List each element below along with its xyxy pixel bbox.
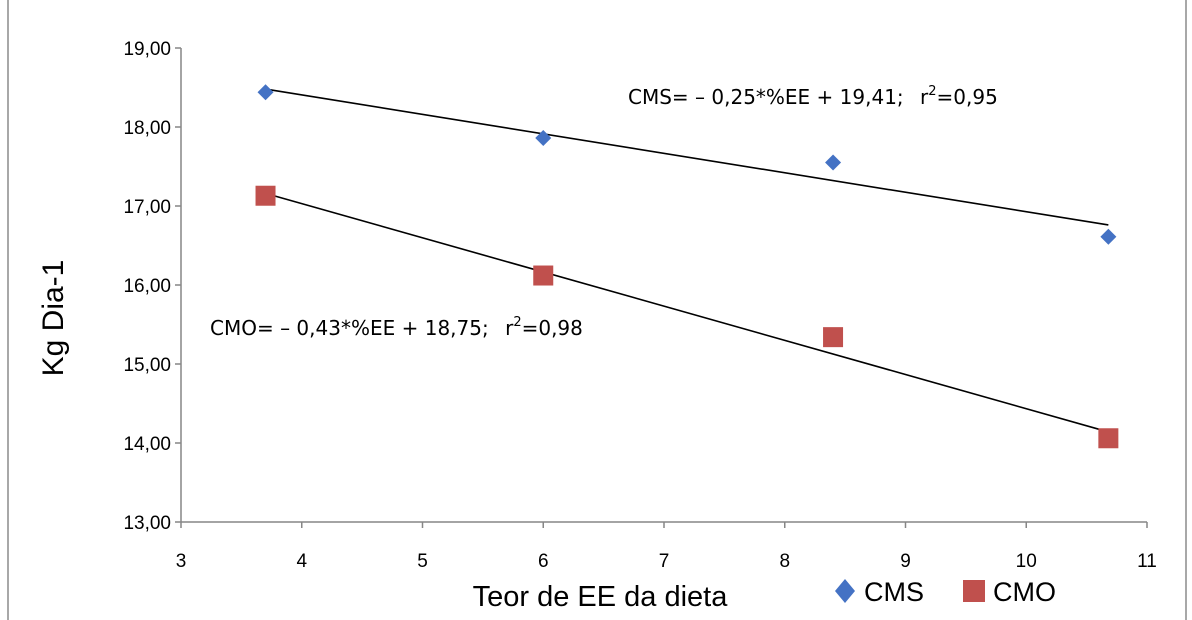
legend-label-cmo: CMO xyxy=(993,577,1056,607)
x-tick-label: 3 xyxy=(176,551,187,572)
cms-equation-annotation: CMS= – 0,25*%EE + 19,41; r2=0,95 xyxy=(628,84,998,109)
cmo-r2-superscript: 2 xyxy=(513,315,521,330)
cms-point xyxy=(825,154,842,171)
axes: 13,00 14,00 15,00 16,00 17,00 18,00 19,00 3 4 5 6 7… xyxy=(123,39,1156,572)
cmo-equation: CMO= – 0,43*%EE + 18,75; xyxy=(210,316,489,340)
cmo-r2-prefix: r xyxy=(505,316,514,340)
legend-marker-cms xyxy=(835,579,855,603)
x-tick-label: 4 xyxy=(296,551,307,572)
x-tick-label: 6 xyxy=(538,551,549,572)
cmo-trendline xyxy=(265,192,1109,433)
y-tick-label: 13,00 xyxy=(123,513,171,534)
cmo-point xyxy=(1098,428,1119,449)
cmo-point xyxy=(533,265,554,286)
cms-point xyxy=(535,130,552,147)
x-tick-label: 11 xyxy=(1137,551,1157,572)
trendlines xyxy=(265,88,1109,433)
x-tick-label: 9 xyxy=(900,551,911,572)
x-tick-label: 8 xyxy=(779,551,790,572)
cmo-point xyxy=(255,185,276,206)
y-tick-label: 18,00 xyxy=(123,118,171,139)
y-axis-title: Kg Dia-1 xyxy=(37,260,70,377)
x-axis-title: Teor de EE da dieta xyxy=(473,581,729,613)
y-tick-label: 17,00 xyxy=(123,197,171,218)
cms-point xyxy=(1100,228,1117,245)
y-tick-label: 15,00 xyxy=(123,355,171,376)
legend-label-cms: CMS xyxy=(864,577,924,607)
cms-trendline xyxy=(265,88,1109,226)
cms-r2-value: =0,95 xyxy=(937,85,998,109)
y-tick-label: 19,00 xyxy=(123,39,171,60)
legend-marker-cmo xyxy=(963,580,985,602)
cms-r2-superscript: 2 xyxy=(928,84,936,99)
data-points xyxy=(255,84,1119,449)
x-tick-label: 5 xyxy=(417,551,428,572)
x-tick-label: 10 xyxy=(1016,551,1037,572)
legend: CMS CMO xyxy=(835,577,1056,607)
cms-point xyxy=(257,84,274,101)
x-tick-label: 7 xyxy=(659,551,670,572)
cmo-point xyxy=(823,327,844,348)
cms-r2-prefix: r xyxy=(920,85,929,109)
y-tick-label: 16,00 xyxy=(123,276,171,297)
cmo-equation-annotation: CMO= – 0,43*%EE + 18,75; r2=0,98 xyxy=(210,315,583,340)
cms-equation: CMS= – 0,25*%EE + 19,41; xyxy=(628,85,904,109)
cmo-r2-value: =0,98 xyxy=(522,316,583,340)
y-tick-label: 14,00 xyxy=(123,434,171,455)
